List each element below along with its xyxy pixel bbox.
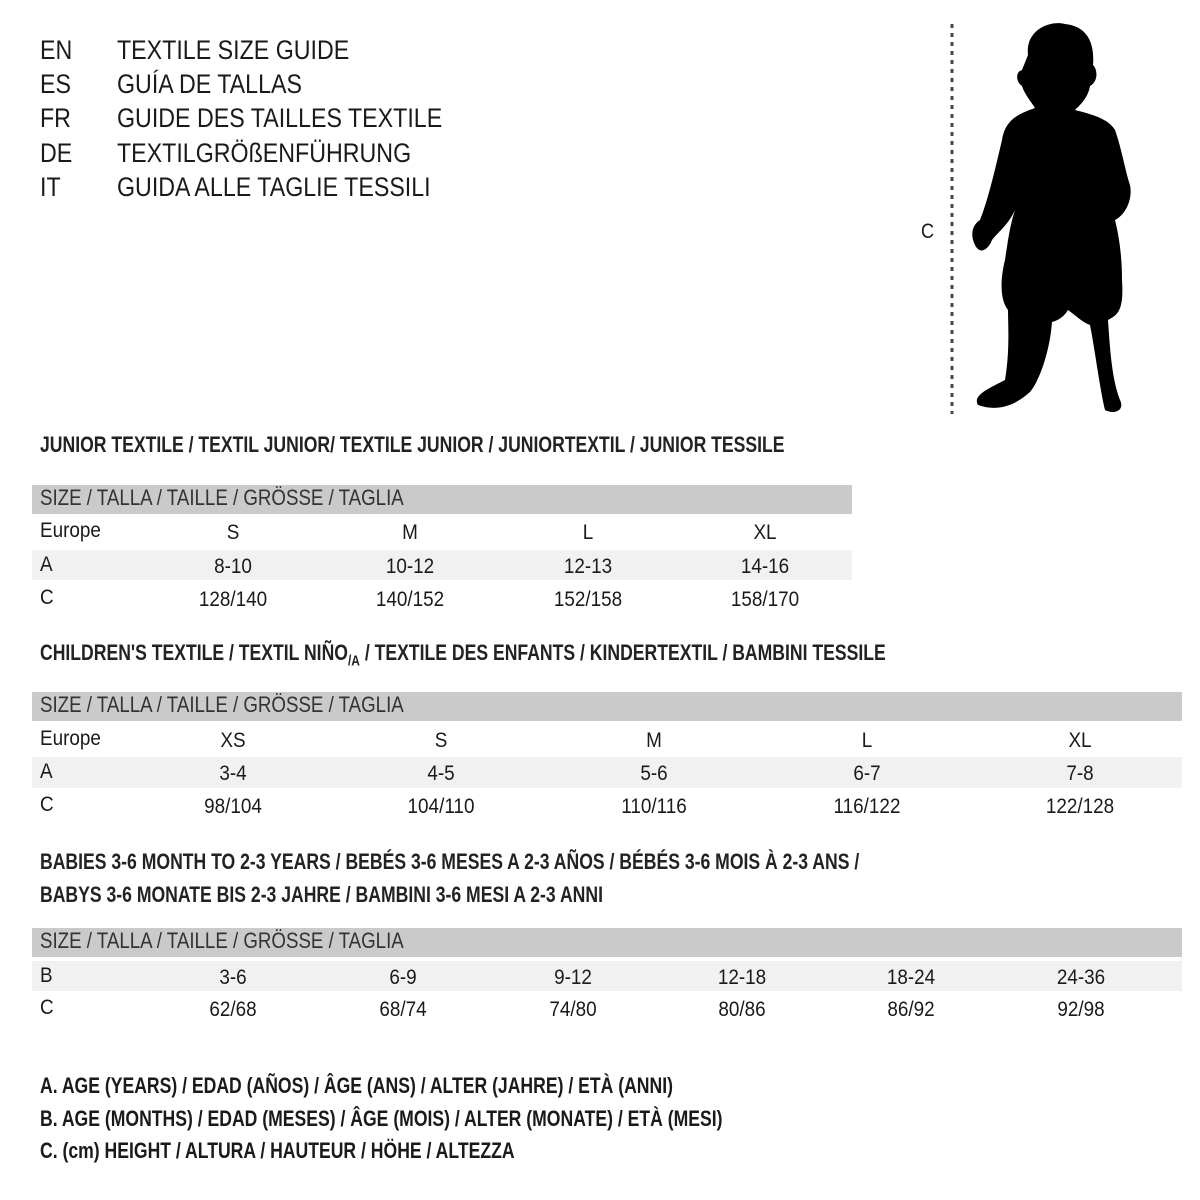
children-title-b: / TEXTILE DES ENFANTS / KINDERTEXTIL / B…: [359, 640, 886, 665]
language-code: ES: [40, 69, 71, 99]
table-cell: M: [402, 521, 418, 544]
table-cell: 80/86: [718, 998, 766, 1021]
language-code: EN: [40, 35, 73, 65]
junior-alt-row: [32, 550, 852, 580]
table-cell: XL: [1068, 729, 1092, 752]
table-cell: 128/140: [198, 588, 268, 611]
table-cell: L: [582, 521, 594, 544]
table-cell: 12-18: [717, 966, 767, 989]
table-cell: M: [646, 729, 662, 752]
table-cell: 98/104: [204, 795, 262, 818]
table-cell: 6-9: [389, 966, 417, 989]
table-cell: 110/116: [621, 795, 687, 818]
row-label: Europe: [40, 727, 101, 750]
table-cell: 116/122: [833, 795, 901, 818]
legend-a: A. AGE (YEARS) / EDAD (AÑOS) / ÂGE (ANS)…: [40, 1073, 673, 1098]
table-cell: 3-4: [219, 762, 247, 785]
table-cell: 140/152: [375, 588, 445, 611]
legend-b: B. AGE (MONTHS) / EDAD (MESES) / ÂGE (MO…: [40, 1106, 723, 1131]
table-cell: 10-12: [385, 555, 435, 578]
table-cell: 86/92: [887, 998, 935, 1021]
children-title: CHILDREN'S TEXTILE / TEXTIL NIÑO/A / TEX…: [40, 640, 886, 670]
language-title: GUIDA ALLE TAGLIE TESSILI: [117, 172, 431, 202]
table-cell: 4-5: [427, 762, 455, 785]
language-title: TEXTILGRÖßENFÜHRUNG: [117, 138, 412, 168]
children-title-a: CHILDREN'S TEXTILE / TEXTIL NIÑO: [40, 640, 348, 665]
table-cell: 5-6: [640, 762, 668, 785]
language-title: GUIDE DES TAILLES TEXTILE: [117, 103, 443, 133]
table-cell: 152/158: [553, 588, 623, 611]
junior-size-header: SIZE / TALLA / TAILLE / GRÖSSE / TAGLIA: [40, 485, 404, 510]
table-cell: S: [434, 729, 448, 752]
table-cell: 18-24: [886, 966, 936, 989]
children-alt-row: [32, 757, 1182, 788]
table-cell: 6-7: [853, 762, 881, 785]
language-title: GUÍA DE TALLAS: [117, 69, 302, 99]
children-size-header: SIZE / TALLA / TAILLE / GRÖSSE / TAGLIA: [40, 692, 404, 717]
table-cell: 68/74: [379, 998, 427, 1021]
row-label: C: [40, 996, 54, 1019]
language-code: DE: [40, 138, 73, 168]
table-cell: 158/170: [730, 588, 800, 611]
child-silhouette-icon: [950, 23, 1131, 414]
junior-title: JUNIOR TEXTILE / TEXTIL JUNIOR/ TEXTILE …: [40, 432, 785, 457]
table-cell: 9-12: [554, 966, 592, 989]
language-code: FR: [40, 103, 71, 133]
children-title-sub: /A: [347, 652, 360, 670]
table-cell: 7-8: [1066, 762, 1094, 785]
row-label: C: [40, 793, 54, 816]
table-cell: 62/68: [209, 998, 257, 1021]
table-cell: S: [226, 521, 240, 544]
table-cell: XS: [220, 729, 246, 752]
legend-c: C. (cm) HEIGHT / ALTURA / HAUTEUR / HÖHE…: [40, 1138, 515, 1163]
babies-alt-row: [32, 961, 1182, 991]
table-cell: L: [861, 729, 873, 752]
table-cell: 24-36: [1056, 966, 1106, 989]
table-cell: 12-13: [563, 555, 613, 578]
table-cell: 122/128: [1045, 795, 1115, 818]
row-label: C: [40, 586, 54, 609]
language-title: TEXTILE SIZE GUIDE: [117, 35, 350, 65]
child-silhouette: [972, 23, 1131, 412]
language-code: IT: [40, 172, 61, 202]
table-cell: XL: [753, 521, 777, 544]
table-cell: 14-16: [740, 555, 790, 578]
table-cell: 92/98: [1057, 998, 1105, 1021]
table-cell: 3-6: [219, 966, 247, 989]
children-size-header-band: [32, 692, 1182, 721]
babies-title-line-2: BABYS 3-6 MONATE BIS 2-3 JAHRE / BAMBINI…: [40, 882, 603, 907]
row-label: Europe: [40, 519, 101, 542]
row-label: B: [40, 964, 53, 987]
junior-size-header-band: [32, 485, 852, 514]
table-cell: 8-10: [214, 555, 252, 578]
table-cell: 104/110: [407, 795, 475, 818]
table-cell: 74/80: [549, 998, 597, 1021]
babies-size-header-band: [32, 928, 1182, 957]
height-label: C: [921, 220, 935, 243]
babies-size-header: SIZE / TALLA / TAILLE / GRÖSSE / TAGLIA: [40, 928, 404, 953]
row-label: A: [40, 553, 53, 576]
row-label: A: [40, 760, 53, 783]
babies-title-line-1: BABIES 3-6 MONTH TO 2-3 YEARS / BEBÉS 3-…: [40, 849, 860, 874]
